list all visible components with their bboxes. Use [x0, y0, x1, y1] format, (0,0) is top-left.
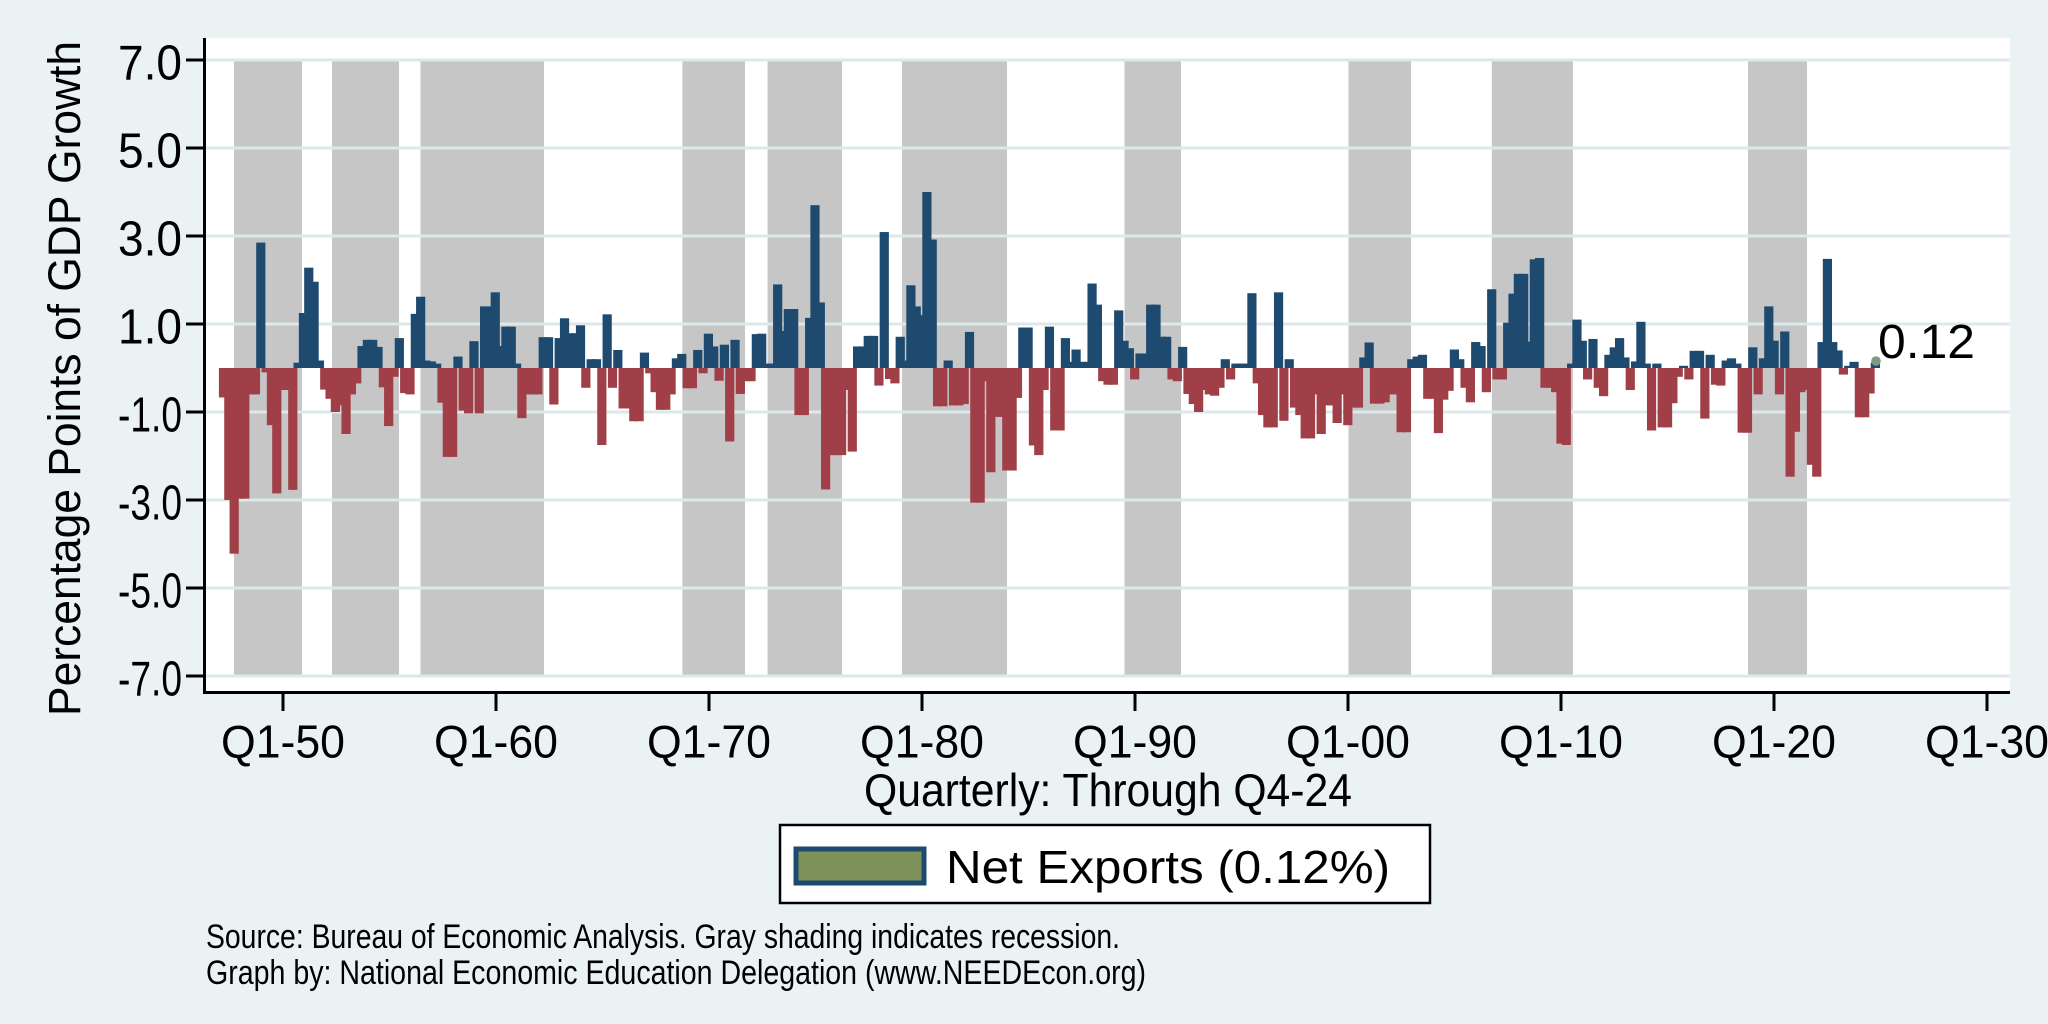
- svg-text:Q1-00: Q1-00: [1286, 716, 1410, 768]
- svg-text:Q1-90: Q1-90: [1073, 716, 1197, 768]
- svg-text:1.0: 1.0: [118, 301, 182, 355]
- svg-text:Q1-20: Q1-20: [1712, 716, 1836, 768]
- svg-text:-5.0: -5.0: [118, 565, 182, 619]
- svg-text:Q1-80: Q1-80: [860, 716, 984, 768]
- svg-text:Graph by: National Economic Ed: Graph by: National Economic Education De…: [206, 954, 1146, 992]
- svg-text:Source: Bureau of Economic Ana: Source: Bureau of Economic Analysis. Gra…: [206, 918, 1120, 956]
- svg-text:Q1-50: Q1-50: [221, 716, 345, 768]
- svg-text:-7.0: -7.0: [118, 653, 182, 707]
- svg-text:Q1-30: Q1-30: [1925, 716, 2048, 768]
- svg-text:5.0: 5.0: [118, 125, 182, 179]
- svg-text:7.0: 7.0: [118, 37, 182, 91]
- svg-text:Quarterly: Through Q4-24: Quarterly: Through Q4-24: [864, 764, 1352, 816]
- svg-text:Q1-10: Q1-10: [1499, 716, 1623, 768]
- svg-text:-3.0: -3.0: [118, 477, 182, 531]
- svg-text:3.0: 3.0: [118, 213, 182, 267]
- svg-text:Percentage Points of GDP Growt: Percentage Points of GDP Growth: [39, 41, 90, 716]
- svg-text:0.12: 0.12: [1878, 316, 1975, 369]
- svg-text:Q1-70: Q1-70: [647, 716, 771, 768]
- svg-text:Q1-60: Q1-60: [434, 716, 558, 768]
- svg-text:Net Exports (0.12%): Net Exports (0.12%): [946, 841, 1390, 893]
- svg-text:-1.0: -1.0: [118, 389, 182, 443]
